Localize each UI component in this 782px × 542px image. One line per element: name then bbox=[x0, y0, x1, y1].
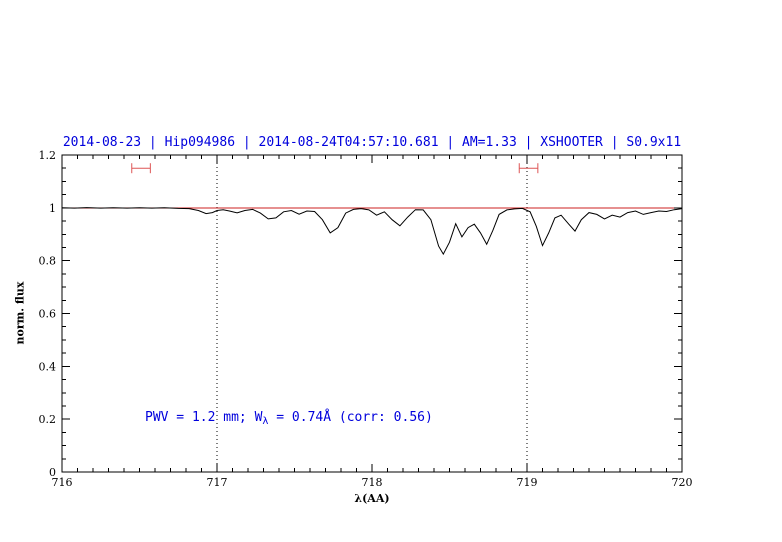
y-tick-label: 0.2 bbox=[39, 413, 57, 426]
y-tick-label: 0.4 bbox=[39, 360, 57, 373]
y-tick-label: 1 bbox=[49, 202, 56, 215]
y-tick-label: 0.8 bbox=[39, 255, 57, 268]
axis-ticks bbox=[61, 154, 683, 473]
y-tick-label: 0 bbox=[49, 466, 56, 479]
x-tick-labels: 716 717 718 719 720 bbox=[52, 476, 693, 489]
plot-title: 2014-08-23 | Hip094986 | 2014-08-24T04:5… bbox=[62, 135, 682, 150]
pwv-annotation-suffix: = 0.74Å (corr: 0.56) bbox=[268, 410, 433, 425]
x-tick-label: 718 bbox=[362, 476, 383, 489]
y-axis-label: norm. flux bbox=[13, 281, 27, 345]
y-tick-labels: 0 0.2 0.4 0.6 0.8 1 1.2 bbox=[39, 149, 57, 479]
red-range-markers bbox=[131, 163, 539, 174]
x-tick-label: 717 bbox=[207, 476, 228, 489]
x-tick-label: 716 bbox=[52, 476, 73, 489]
x-tick-label: 720 bbox=[672, 476, 693, 489]
pwv-annotation: PWV = 1.2 mm; Wλ = 0.74Å (corr: 0.56) bbox=[145, 410, 433, 427]
x-tick-label: 719 bbox=[517, 476, 538, 489]
pwv-annotation-sub: λ bbox=[262, 416, 269, 427]
spectrum-line bbox=[61, 207, 683, 256]
pwv-annotation-prefix: PWV = 1.2 mm; W bbox=[145, 410, 263, 425]
x-axis-label: λ(AA) bbox=[354, 492, 390, 505]
y-tick-label: 0.6 bbox=[39, 308, 57, 321]
y-tick-label: 1.2 bbox=[39, 149, 57, 162]
